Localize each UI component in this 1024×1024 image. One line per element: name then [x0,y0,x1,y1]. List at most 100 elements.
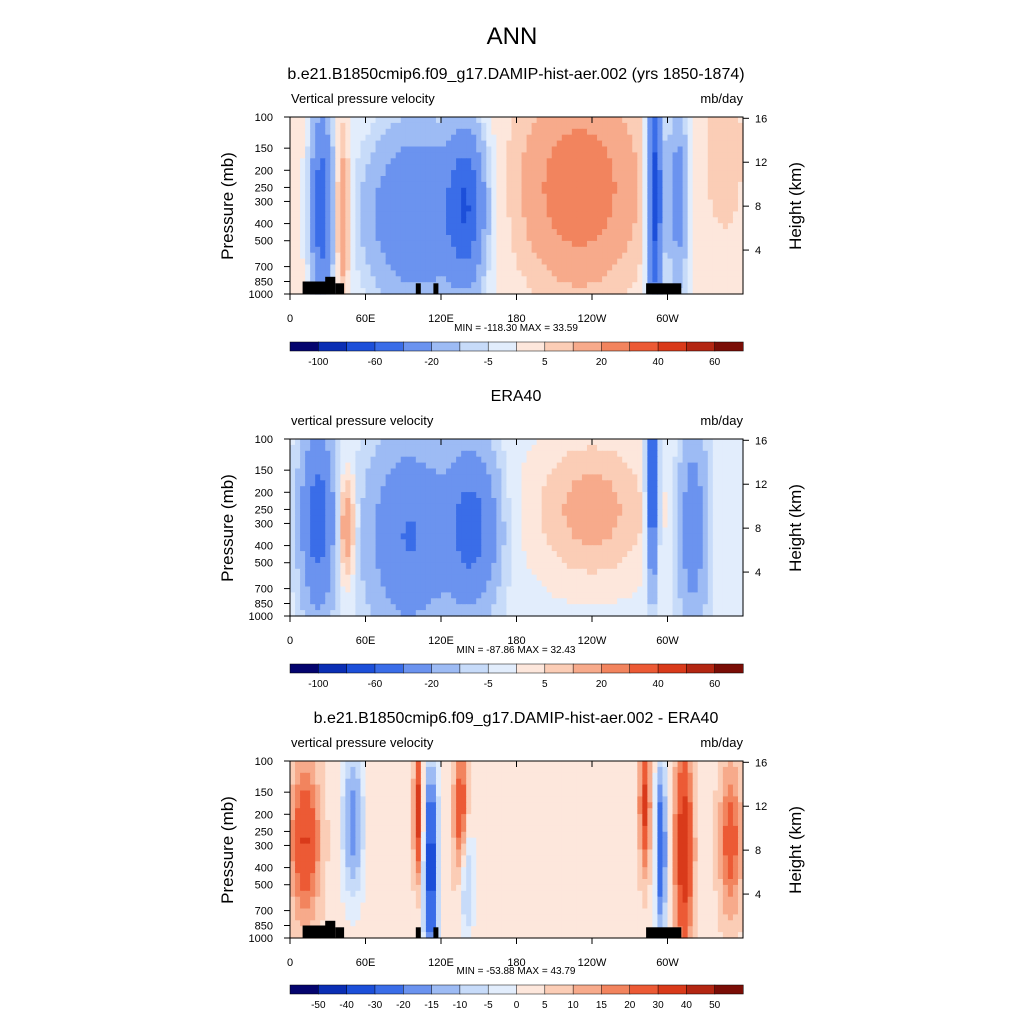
field-cell [325,235,331,242]
field-cell [526,557,533,564]
field-cell [667,223,674,230]
field-cell [652,235,659,242]
field-cell [365,562,372,570]
field-cell [627,474,633,481]
field-cell [320,140,326,148]
field-cell [360,574,367,582]
field-cell [581,270,588,277]
field-cell [511,193,518,201]
field-cell [425,199,432,207]
field-cell [446,199,452,207]
field-cell [295,521,301,529]
field-cell [561,521,568,529]
field-cell [702,229,709,236]
field-cell [566,258,573,266]
field-cell [657,480,664,487]
field-cell [481,246,487,254]
field-cell [405,568,412,576]
field-cell [370,468,377,475]
field-cell [541,164,548,171]
field-cell [385,193,392,201]
field-cell [491,270,497,277]
field-cell [727,170,734,177]
field-cell [667,158,674,165]
field-cell [667,568,674,576]
field-cell [692,521,699,529]
field-cell [592,557,598,564]
field-cell [400,545,407,552]
field-cell [420,176,427,183]
field-cell [727,217,734,224]
field-cell [486,146,492,153]
field-cell [501,474,508,481]
field-cell [310,450,316,458]
field-cell [546,223,553,230]
field-cell [632,539,638,546]
field-cell [702,270,709,277]
field-cell [657,264,664,271]
field-cell [586,456,593,464]
field-cell [446,492,452,499]
field-cell [395,509,402,517]
field-cell [340,205,346,212]
field-cell [597,258,603,266]
field-cell [592,282,598,289]
field-cell [360,456,367,464]
field-cell [536,211,543,218]
field-cell [451,240,457,248]
field-cell [657,539,664,546]
field-cell [496,170,502,177]
field-cell [481,252,487,260]
field-cell [556,199,563,207]
field-cell [566,122,573,130]
field-cell [617,492,623,499]
field-cell [622,211,628,218]
field-cell [586,492,593,499]
field-cell [501,533,508,540]
field-cell [722,509,729,517]
field-cell [546,562,553,570]
field-cell [300,246,306,254]
field-cell [355,574,362,582]
field-cell [612,122,618,130]
field-cell [677,551,684,558]
field-cell [647,235,653,242]
field-cell [531,170,538,177]
field-cell [395,288,402,295]
field-cell [315,480,321,487]
field-cell [697,264,704,271]
field-cell [727,122,734,130]
field-cell [491,580,497,588]
field-cell [702,240,709,248]
field-cell [345,235,351,242]
field-cell [607,211,613,218]
field-cell [667,176,674,183]
field-cell [345,545,351,552]
field-cell [395,158,402,165]
field-cell [501,122,508,130]
field-cell [375,486,382,493]
field-cell [290,240,296,248]
field-cell [677,509,684,517]
field-cell [737,474,744,481]
field-cell [295,574,301,582]
field-cell [365,521,372,529]
field-cell [481,486,487,493]
field-cell [320,270,326,277]
field-cell [702,187,709,195]
field-cell [501,176,508,183]
field-cell [682,568,689,576]
field-cell [597,450,603,458]
field-cell [360,568,367,576]
field-cell [607,152,613,159]
field-cell [672,205,679,212]
field-cell [511,264,518,271]
field-cell [717,258,724,266]
field-cell [642,515,648,523]
field-cell [521,456,528,464]
field-cell [526,164,533,171]
field-cell [446,539,452,546]
field-cell [607,533,613,540]
field-cell [722,199,729,207]
field-cell [491,492,497,499]
